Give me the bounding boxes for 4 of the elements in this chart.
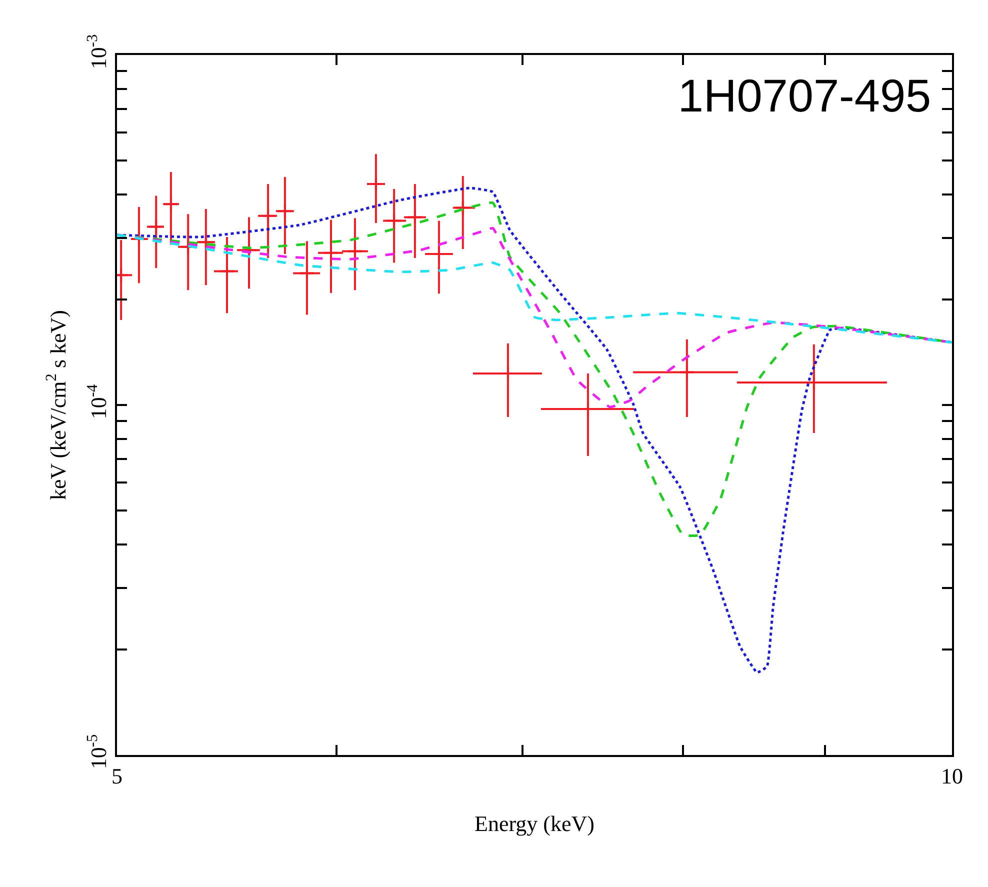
- x-tick-label: 5: [112, 763, 122, 788]
- chart-title: 1H0707-495: [678, 70, 932, 122]
- x-tick-label: 10: [941, 763, 963, 788]
- x-axis-title: Energy (keV): [474, 810, 594, 836]
